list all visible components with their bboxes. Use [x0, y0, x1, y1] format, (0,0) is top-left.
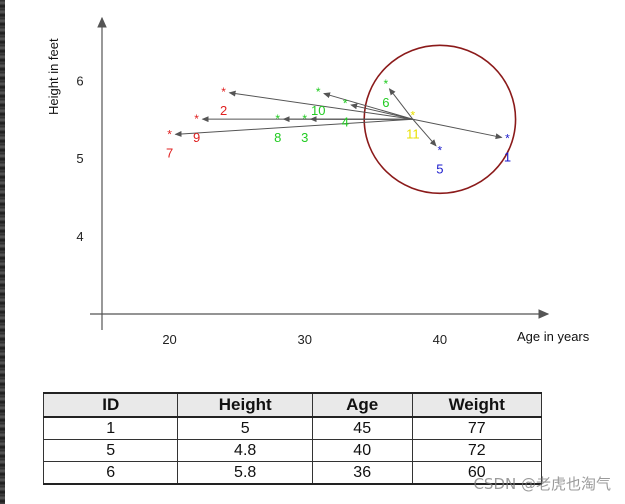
x-tick-label: 20	[162, 332, 176, 347]
y-tick-label: 4	[76, 229, 83, 244]
distance-arrow	[350, 103, 413, 120]
data-point-label: 8	[274, 130, 281, 145]
x-tick-label: 40	[433, 332, 447, 347]
cell-height: 4.8	[177, 439, 313, 462]
data-table: ID Height Age Weight 1 5 45 77 5 4.8 40 …	[42, 392, 542, 485]
distance-arrow	[388, 88, 414, 120]
data-point-label: 6	[382, 95, 389, 110]
cell-weight: 77	[411, 416, 542, 440]
y-tick-label: 6	[76, 73, 83, 88]
cell-age: 40	[311, 439, 413, 462]
data-point-marker: *	[505, 132, 510, 146]
data-point-marker: *	[302, 112, 307, 126]
y-tick-label: 5	[76, 151, 83, 166]
cell-id: 5	[42, 439, 179, 462]
data-point-label: 9	[193, 130, 200, 145]
distance-arrow	[174, 118, 413, 137]
watermark: CSDN @老虎也淘气	[473, 475, 611, 493]
data-point-marker: *	[275, 112, 280, 126]
data-point-label: 1	[504, 150, 511, 165]
table-row: 5 4.8 40 72	[42, 439, 542, 462]
table-header-row: ID Height Age Weight	[42, 392, 542, 418]
data-point-label: 5	[436, 161, 443, 176]
header-id: ID	[42, 392, 179, 418]
y-axis-title: Height in feet	[46, 38, 61, 115]
data-point-marker: *	[221, 85, 226, 99]
distance-arrow	[412, 118, 437, 147]
cell-height: 5.8	[177, 461, 313, 485]
distance-arrow	[412, 118, 503, 140]
table-row: 1 5 45 77	[42, 416, 542, 440]
data-point-marker: *	[383, 77, 388, 91]
distance-arrow	[228, 90, 413, 120]
data-point-marker: *	[167, 128, 172, 142]
data-point-marker: *	[316, 85, 321, 99]
cell-age: 45	[311, 416, 413, 440]
header-height: Height	[177, 392, 313, 418]
data-point-marker: *	[343, 97, 348, 111]
data-point-marker: *	[438, 143, 443, 157]
cell-weight: 72	[411, 439, 542, 462]
data-point-label: 10	[311, 103, 325, 118]
cell-weight: 60	[411, 461, 542, 485]
cell-age: 36	[311, 461, 413, 485]
table-row: 6 5.8 36 60	[42, 461, 542, 485]
data-point-label: 2	[220, 103, 227, 118]
data-point-label: 7	[166, 146, 173, 161]
scatter-chart: 20 30 40 4 5 6 Height in feet Age in years * 1…	[46, 16, 590, 347]
data-point-label: 4	[342, 115, 349, 130]
header-age: Age	[311, 392, 413, 418]
cell-id: 1	[42, 416, 179, 440]
distance-arrow	[323, 92, 413, 120]
cell-id: 6	[42, 461, 179, 485]
data-point-label: 3	[301, 130, 308, 145]
data-point-marker: *	[194, 112, 199, 126]
x-axis-title: Age in years	[517, 329, 590, 344]
query-point-marker: *	[411, 108, 416, 122]
header-weight: Weight	[411, 392, 542, 418]
left-edge-strip	[0, 0, 5, 504]
axes	[90, 16, 550, 330]
query-point-label: 11	[406, 126, 420, 141]
x-tick-label: 30	[297, 332, 311, 347]
cell-height: 5	[177, 416, 313, 440]
